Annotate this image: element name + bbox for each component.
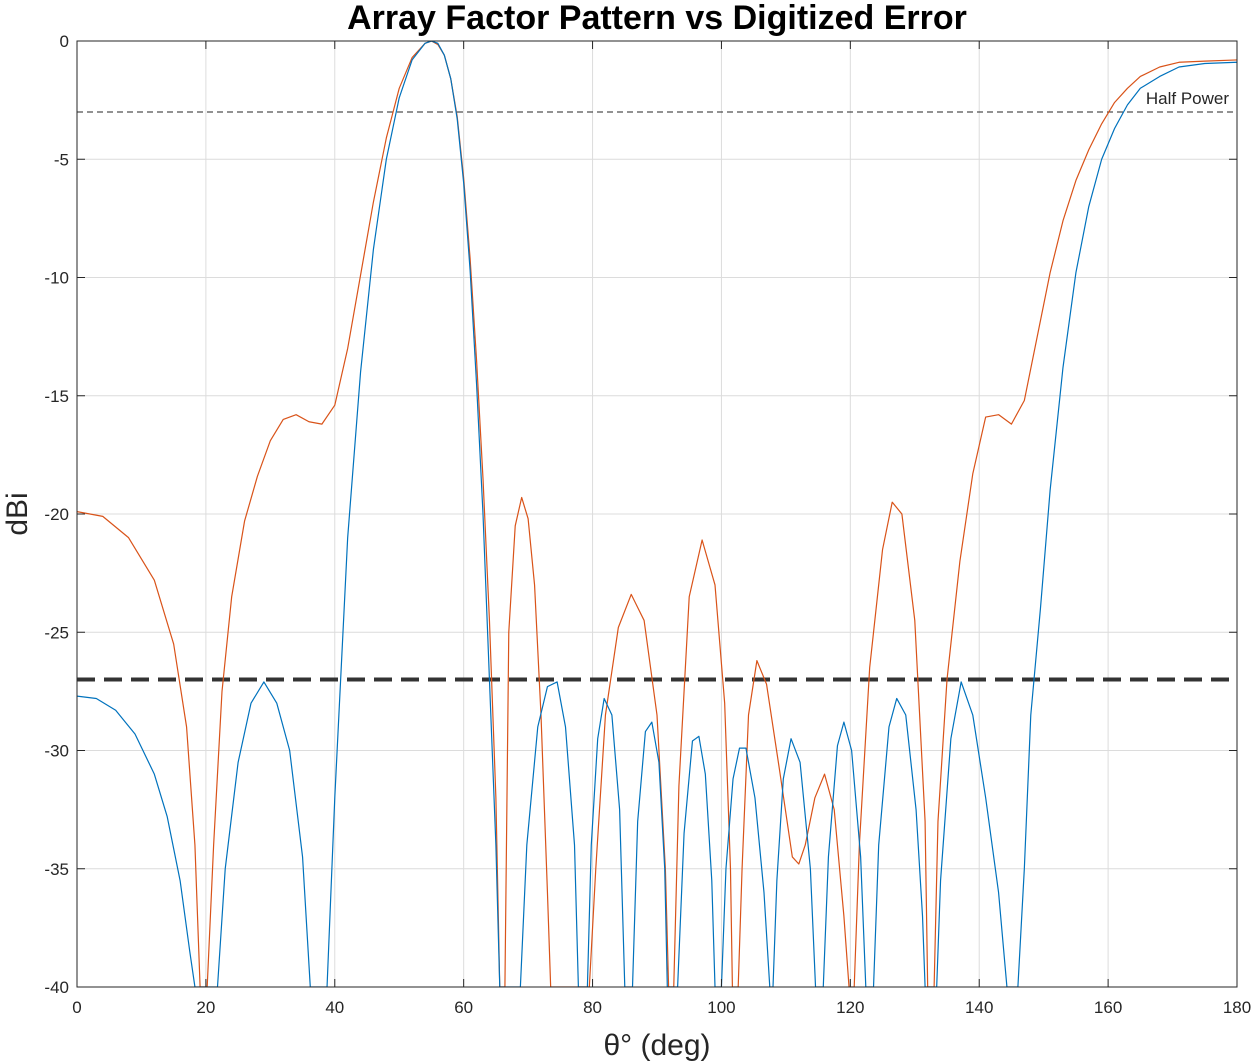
x-tick-label: 20 bbox=[196, 998, 215, 1017]
x-tick-label: 80 bbox=[583, 998, 602, 1017]
y-axis-label: dBi bbox=[1, 492, 34, 535]
x-tick-label: 120 bbox=[836, 998, 864, 1017]
x-tick-label: 60 bbox=[454, 998, 473, 1017]
y-tick-label: -15 bbox=[44, 387, 69, 406]
x-tick-label: 160 bbox=[1094, 998, 1122, 1017]
x-tick-label: 180 bbox=[1223, 998, 1251, 1017]
x-tick-label: 100 bbox=[707, 998, 735, 1017]
y-tick-label: -35 bbox=[44, 860, 69, 879]
y-tick-label: -10 bbox=[44, 269, 69, 288]
half-power-label: Half Power bbox=[1146, 89, 1229, 108]
y-tick-label: -5 bbox=[54, 150, 69, 169]
x-tick-label: 140 bbox=[965, 998, 993, 1017]
y-tick-label: -20 bbox=[44, 505, 69, 524]
y-tick-label: -40 bbox=[44, 978, 69, 997]
y-tick-label: -25 bbox=[44, 623, 69, 642]
chart-title: Array Factor Pattern vs Digitized Error bbox=[347, 0, 967, 37]
x-axis-label: θ° (deg) bbox=[603, 1029, 710, 1062]
series-line-2 bbox=[77, 41, 1237, 987]
x-tick-label: 40 bbox=[325, 998, 344, 1017]
reference-lines: Half Power bbox=[77, 89, 1237, 682]
x-tick-label: 0 bbox=[72, 998, 81, 1017]
y-tick-label: -30 bbox=[44, 742, 69, 761]
series-lines bbox=[77, 41, 1237, 987]
y-tick-label: 0 bbox=[60, 32, 69, 51]
series-line-1 bbox=[77, 41, 1237, 987]
tick-labels: 0 20 40 60 80 100 120 140 160 180 0 -5 -10 -15 -20 -25 -… bbox=[44, 32, 1251, 1017]
